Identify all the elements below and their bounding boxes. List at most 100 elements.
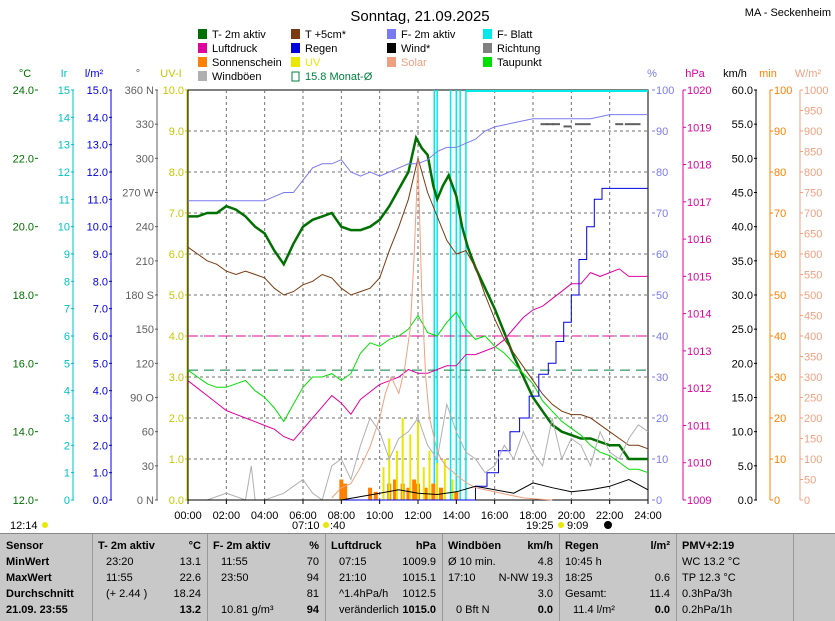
- tick-wind: 60.0: [732, 85, 753, 97]
- tick-wind: 10.0: [732, 427, 753, 439]
- tick-hum: 30: [656, 372, 668, 384]
- legend-swatch: [291, 43, 300, 53]
- tick-solar: 750: [804, 188, 822, 200]
- stats-row: Durchschnitt: [0, 587, 92, 602]
- tick-solar: 850: [804, 147, 822, 159]
- tick-hum: 100: [656, 85, 674, 97]
- stats-unit: km/h: [527, 540, 553, 552]
- tick-sun: 20: [774, 413, 786, 425]
- tick-rain: 5.0: [93, 358, 108, 370]
- tick-wind: 15.0: [732, 393, 753, 405]
- axes: °C12.014.016.018.020.022.024.0Ir01234567…: [13, 68, 829, 507]
- legend-swatch: [387, 29, 396, 39]
- tick-press: 1017: [687, 197, 711, 209]
- tick-solar: 550: [804, 270, 822, 282]
- tick-dir: 90 O: [130, 393, 154, 405]
- tick-uvi: 7: [64, 304, 70, 316]
- tick-temp: 14.0: [13, 427, 34, 439]
- x-tick-label: 20:00: [558, 510, 586, 522]
- stats-header-row: Luftdruck hPa: [325, 539, 442, 554]
- stats-row: 3.0: [442, 587, 559, 602]
- stats-footer-left: 11.4 l/m²: [573, 604, 615, 616]
- legend-label-4: Luftdruck: [212, 43, 258, 55]
- x-tick-label: 08:00: [328, 510, 356, 522]
- legend-label-9: UV: [305, 57, 321, 69]
- legend-label-13: 15.8 Monat-Ø: [305, 71, 373, 83]
- tick-press: 1018: [687, 160, 711, 172]
- stats-footer: 0.0: [537, 604, 553, 616]
- x-tick-label: 22:00: [596, 510, 624, 522]
- stats-row-value: 94: [306, 572, 319, 584]
- tick-press: 1010: [687, 458, 711, 470]
- sunset-suffix: 9:09: [567, 520, 588, 532]
- sun-times: 07:10:40 19:25 9:09 12:14: [10, 520, 612, 532]
- tick-hum: 0: [656, 495, 662, 507]
- stats-row-value: N-NW 19.3: [498, 572, 553, 584]
- tick-temp: 24.0: [13, 85, 34, 97]
- tick-dir: 330: [136, 119, 154, 131]
- stats-row-value: 3.0: [537, 588, 553, 600]
- tick-solar: 950: [804, 106, 822, 118]
- stats-row-label: 11:55: [221, 556, 248, 568]
- tick-hum: 20: [656, 413, 668, 425]
- x-tick-label: 18:00: [519, 510, 547, 522]
- uv-bar: [409, 434, 412, 500]
- tick-solar: 50: [804, 475, 816, 487]
- stats-row: 07:15 1009.9: [325, 555, 442, 570]
- stats-row: 10:45 h: [559, 555, 676, 570]
- stats-row: 0.3hPa/3h: [676, 587, 793, 602]
- tick-uv: 10.0: [163, 85, 184, 97]
- tick-dir: 180 S: [125, 290, 154, 302]
- legend-swatch: [291, 29, 300, 39]
- uv-bar: [443, 459, 446, 500]
- tick-solar: 400: [804, 331, 822, 343]
- series-line-6: [331, 159, 553, 501]
- tick-uv: 8.0: [169, 167, 184, 179]
- stats-row: Ø 10 min. 4.8: [442, 555, 559, 570]
- legend-label-11: Taupunkt: [497, 57, 542, 69]
- tick-solar: 200: [804, 413, 822, 425]
- stats-row-value: 81: [306, 588, 319, 600]
- tick-rain: 10.0: [87, 222, 108, 234]
- legend-label-10: Solar: [401, 57, 427, 69]
- tick-sun: 60: [774, 249, 786, 261]
- tick-sun: 10: [774, 454, 786, 466]
- x-tick-label: 10:00: [366, 510, 394, 522]
- tick-rain: 12.0: [87, 167, 108, 179]
- axis-unit-temp: °C: [19, 68, 31, 80]
- tick-dir: 30: [142, 461, 154, 473]
- tick-solar: 250: [804, 393, 822, 405]
- tick-hum: 80: [656, 167, 668, 179]
- stats-row-value: 70: [306, 556, 319, 568]
- stats-column-col3: F- 2m aktiv% 11:55 70 23:50 94 81 10.81 g/m³ 94: [207, 534, 326, 621]
- uv-bar: [422, 467, 425, 500]
- stats-row-value: 1009.9: [402, 556, 436, 568]
- tick-uvi: 10: [58, 222, 70, 234]
- axis-unit-solar: W/m²: [795, 68, 822, 80]
- stats-column-col6: Regen l/m² 10:45 h 18:25 0.6 Gesamt: 11.4 11.4 …: [559, 534, 677, 621]
- tick-uv: 6.0: [169, 249, 184, 261]
- tick-wind: 0.0: [738, 495, 753, 507]
- tick-uvi: 6: [64, 331, 70, 343]
- stats-header-row: Windböen km/h: [442, 539, 559, 554]
- tick-uvi: 4: [64, 386, 70, 398]
- stats-header-row: Sensor: [0, 539, 92, 554]
- stats-unit: %: [309, 540, 319, 552]
- stats-row-label: 23:50: [221, 572, 249, 584]
- stats-row: MaxWert: [0, 571, 92, 586]
- series-line-3: [187, 268, 648, 441]
- tick-solar: 650: [804, 229, 822, 241]
- stats-column-col4: Luftdruck hPa 07:15 1009.9 21:10 1015.1 ^1.4hP…: [325, 534, 443, 621]
- stats-row: 18:25 0.6: [559, 571, 676, 586]
- x-tick-label: 02:00: [213, 510, 241, 522]
- legend-label-8: Sonnenschein: [212, 57, 282, 69]
- tick-solar: 450: [804, 311, 822, 323]
- legend-label-1: T +5cm*: [305, 29, 347, 41]
- stats-footer: 21.09. 23:55: [6, 604, 68, 616]
- stats-footer-row: veränderlich 1015.0: [325, 603, 442, 618]
- tick-press: 1014: [687, 309, 711, 321]
- legend-label-3: F- Blatt: [497, 29, 532, 41]
- tick-sun: 90: [774, 126, 786, 138]
- chart-title: Sonntag, 21.09.2025: [350, 8, 489, 25]
- tick-sun: 50: [774, 290, 786, 302]
